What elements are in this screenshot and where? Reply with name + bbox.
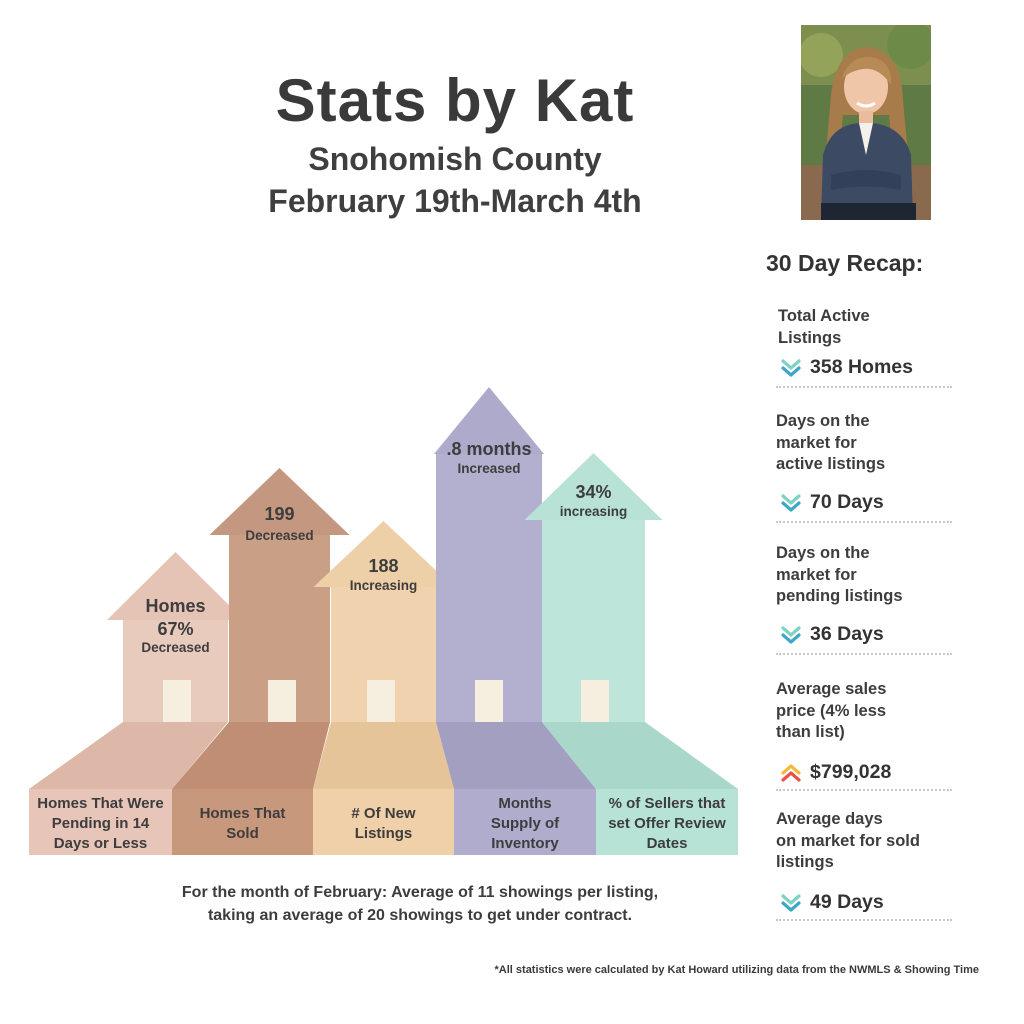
house-value: Homes [145, 596, 205, 616]
recap-item-label: Days on the market for active listings [776, 412, 886, 473]
house-door [367, 680, 395, 722]
agent-photo [801, 25, 931, 220]
recap-item-label: Average sales price (4% less than list) [776, 680, 887, 741]
house-base [313, 789, 454, 855]
house-value: .8 months [446, 439, 531, 459]
house-ramp [542, 722, 738, 789]
page-title: Stats by Kat [275, 67, 635, 134]
data-credit: *All statistics were calculated by Kat H… [494, 964, 979, 976]
house-status: Increasing [350, 578, 418, 593]
recap-item-label: Total Active Listings [778, 307, 870, 347]
recap-item-value: $799,028 [780, 761, 891, 784]
recap-item-value: 358 Homes [780, 356, 913, 379]
page-subtitle: Snohomish County [308, 141, 602, 177]
recap-item-value: 49 Days [780, 891, 884, 914]
house-base-label: Homes That Were [37, 795, 163, 812]
house-roof [434, 387, 544, 454]
house-status: increasing [560, 504, 628, 519]
recap-title: 30 Day Recap: [766, 250, 924, 276]
house-base-label: # Of New [351, 805, 416, 822]
double-chevron-down-icon [781, 358, 801, 377]
house-door [475, 680, 503, 722]
house-3: 188 Increasing # Of New Listings [313, 521, 454, 855]
divider [776, 789, 952, 791]
house-base-label: % of Sellers that [609, 795, 726, 812]
house-base [596, 789, 738, 855]
house-value: 188 [368, 556, 398, 576]
house-ramp [172, 722, 330, 789]
house-base-label: Days or Less [54, 835, 147, 852]
agent-portrait-image [801, 25, 931, 220]
recap-item-label: Average days on market for sold listings [776, 810, 920, 871]
house-roof [313, 521, 454, 587]
divider [776, 521, 952, 523]
recap-item-average-sales-price: Average sales price (4% less than list) … [776, 679, 952, 791]
house-base-label: Pending in 14 [52, 815, 150, 832]
house-body [436, 454, 542, 722]
divider [776, 653, 952, 655]
recap-item-value: 70 Days [780, 491, 884, 514]
house-ramp [436, 722, 596, 789]
house-status: Decreased [245, 528, 313, 543]
house-door [268, 680, 296, 722]
recap-item-value: 36 Days [780, 623, 884, 646]
house-base-label: Homes That [200, 805, 286, 822]
house-status: Decreased [141, 640, 209, 655]
recap-item-active-days: Days on the market for active listings 7… [776, 411, 952, 523]
house-base-label: Listings [355, 825, 413, 842]
house-base [29, 789, 172, 855]
divider [776, 386, 952, 388]
recap-item-pending-days: Days on the market for pending listings … [776, 543, 952, 655]
house-roof [524, 453, 663, 520]
house-door [581, 680, 609, 722]
house-5: 34% increasing % of Sellers that set Offer … [524, 453, 738, 855]
house-door [163, 680, 191, 722]
house-ramp [313, 722, 454, 789]
house-roof [107, 552, 244, 620]
house-value: 34% [575, 482, 611, 502]
house-base-label: Dates [647, 835, 688, 852]
house-4: .8 months Increased Months Supply of Invento… [434, 387, 596, 855]
double-chevron-up-icon [781, 763, 801, 782]
divider [776, 919, 952, 921]
house-base-label: Sold [226, 825, 259, 842]
double-chevron-down-icon [781, 493, 801, 512]
house-status: Increased [457, 461, 520, 476]
recap-item-sold-days: Average days on market for sold listings… [776, 809, 952, 921]
house-value: 199 [264, 504, 294, 524]
house-roof [209, 468, 350, 535]
recap-item-total-active-listings: Total Active Listings 358 Homes [776, 306, 952, 388]
house-base-label: Supply of [491, 815, 560, 832]
house-value: 67% [157, 619, 193, 639]
double-chevron-down-icon [781, 625, 801, 644]
house-base [454, 789, 596, 855]
recap-item-label: Days on the market for pending listings [776, 544, 903, 605]
house-base [172, 789, 313, 855]
house-2: 199 Decreased Homes That Sold [172, 468, 350, 855]
house-ramp [29, 722, 228, 789]
house-base-label: set Offer Review [608, 815, 726, 832]
house-base-label: Months [498, 795, 551, 812]
house-1: Homes 67%Decreased Homes That Were Pending … [29, 552, 244, 855]
showings-summary: For the month of February: Average of 11… [181, 884, 659, 924]
house-base-label: Inventory [491, 835, 559, 852]
double-chevron-down-icon [781, 893, 801, 912]
date-range: February 19th-March 4th [268, 183, 642, 219]
